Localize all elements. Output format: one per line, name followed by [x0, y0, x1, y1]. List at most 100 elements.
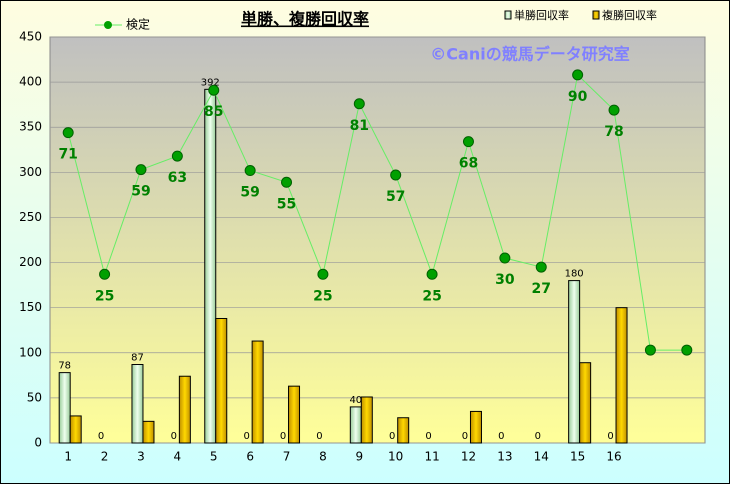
- y-tick-label: 400: [19, 75, 42, 89]
- point-label: 59: [131, 184, 150, 200]
- point: [681, 344, 693, 356]
- point-label: 78: [604, 124, 623, 140]
- bar: [69, 415, 82, 444]
- bar-label: 87: [131, 353, 144, 364]
- y-tick-label: 200: [19, 255, 42, 269]
- x-tick-label: 11: [424, 450, 439, 464]
- bar-label: 78: [58, 361, 71, 372]
- legend-label: 単勝回収率: [514, 8, 569, 22]
- point: [462, 136, 474, 148]
- bar-label: 40: [349, 395, 362, 406]
- bar: [349, 406, 362, 444]
- point-label: 90: [568, 89, 588, 105]
- point: [572, 69, 584, 81]
- point: [499, 252, 511, 264]
- bar: [469, 410, 482, 444]
- point: [535, 261, 547, 273]
- point-label: 71: [58, 147, 77, 163]
- line: [67, 73, 687, 351]
- bar: [58, 372, 71, 444]
- bar-label: 0: [498, 431, 504, 442]
- point-label: 25: [313, 288, 332, 304]
- point-label: 30: [495, 272, 515, 288]
- point: [135, 164, 147, 176]
- watermark: ©Caniの競馬データ研究室: [430, 45, 629, 64]
- bar: [131, 364, 144, 444]
- bar: [360, 396, 373, 444]
- x-tick-label: 3: [137, 450, 145, 464]
- x-tick-label: 9: [355, 450, 363, 464]
- x-tick-label: 8: [319, 450, 327, 464]
- x-tick-label: 10: [388, 450, 403, 464]
- point: [608, 104, 620, 116]
- point: [353, 98, 365, 110]
- x-tick-label: 16: [606, 450, 621, 464]
- bar: [288, 385, 301, 444]
- bar: [568, 280, 581, 444]
- legend-marker: [104, 21, 112, 29]
- y-tick-label: 350: [19, 120, 42, 134]
- chart-title: 単勝、複勝回収率: [241, 10, 369, 29]
- point-label: 59: [240, 185, 259, 201]
- bar: [178, 375, 191, 444]
- y-tick-label: 50: [27, 390, 42, 404]
- bar-label: 0: [607, 431, 613, 442]
- legend-label: 複勝回収率: [602, 8, 657, 22]
- x-tick-label: 14: [534, 450, 549, 464]
- point: [99, 268, 111, 280]
- bar-label: 180: [565, 269, 584, 280]
- legend-swatch: [592, 10, 600, 20]
- x-tick-label: 6: [246, 450, 254, 464]
- point-label: 85: [204, 104, 223, 120]
- bar: [142, 420, 155, 444]
- plot-area: [49, 36, 706, 444]
- point-label: 57: [386, 189, 405, 205]
- point-label: 27: [532, 281, 551, 297]
- bar-label: 0: [280, 431, 286, 442]
- bar-label: 0: [389, 431, 395, 442]
- point-label: 63: [168, 170, 187, 186]
- point-label: 68: [459, 156, 478, 172]
- y-tick-label: 150: [19, 300, 42, 314]
- x-tick-label: 15: [570, 450, 585, 464]
- point-label: 81: [350, 118, 369, 134]
- point: [62, 127, 74, 139]
- y-tick-label: 450: [19, 30, 42, 44]
- x-tick-label: 5: [210, 450, 218, 464]
- bar-label: 392: [201, 77, 220, 88]
- bar-label: 0: [98, 431, 104, 442]
- bar: [615, 307, 628, 444]
- bar-label: 0: [316, 431, 322, 442]
- point-label: 55: [277, 196, 296, 212]
- bar: [251, 340, 264, 444]
- x-tick-label: 2: [101, 450, 109, 464]
- x-tick-label: 13: [497, 450, 512, 464]
- bar-label: 0: [462, 431, 468, 442]
- point: [390, 169, 402, 181]
- bar: [204, 88, 217, 444]
- bar: [215, 317, 228, 444]
- y-tick-label: 250: [19, 210, 42, 224]
- x-tick-label: 1: [64, 450, 72, 464]
- x-tick-label: 12: [461, 450, 476, 464]
- y-tick-label: 100: [19, 345, 42, 359]
- bar: [397, 417, 410, 444]
- y-tick-label: 0: [34, 436, 42, 450]
- x-tick-label: 4: [174, 450, 182, 464]
- bar-label: 0: [535, 431, 541, 442]
- legend-label: 検定: [126, 17, 150, 32]
- legend-swatch: [504, 10, 512, 20]
- bar-label: 0: [243, 431, 249, 442]
- point: [644, 344, 656, 356]
- x-tick-label: 7: [283, 450, 291, 464]
- point: [281, 176, 293, 188]
- point: [426, 268, 438, 280]
- y-tick-label: 300: [19, 165, 42, 179]
- point: [317, 268, 329, 280]
- point: [171, 150, 183, 162]
- point-label: 25: [95, 288, 114, 304]
- bar-label: 0: [425, 431, 431, 442]
- bar-label: 0: [171, 431, 177, 442]
- point: [208, 84, 220, 96]
